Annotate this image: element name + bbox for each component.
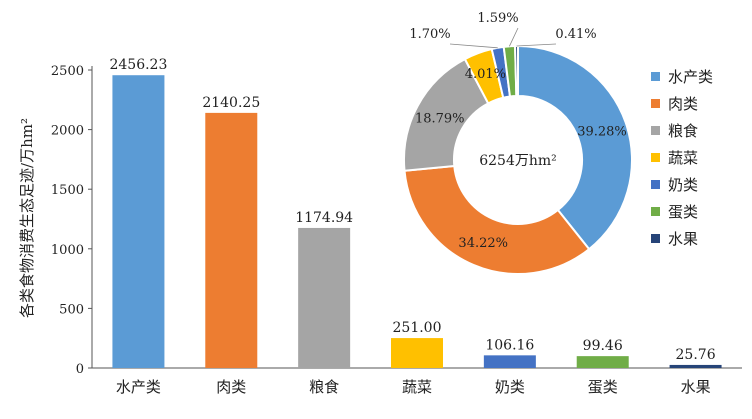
bar-chart: 各类食物消费生态足迹/万hm² 0 500 1000 1500 2000 2500 245… — [18, 57, 742, 396]
donut-slice-1 — [517, 44, 633, 251]
bar-value-label: 251.00 — [393, 320, 442, 336]
bar-3 — [298, 227, 351, 368]
legend-label: 肉类 — [668, 95, 698, 113]
x-category-label: 肉类 — [216, 378, 246, 396]
donut-slice-7 — [514, 44, 519, 98]
y-tick-label: 0 — [76, 362, 84, 377]
legend-swatch — [651, 207, 660, 216]
donut-percent-labels: 39.28% 34.22% 18.79% 4.01% 1.70% 1.59% 0.41% — [409, 11, 626, 251]
legend-swatch — [651, 153, 660, 162]
leader-line — [516, 43, 557, 47]
y-axis-ticks: 0 500 1000 1500 2000 2500 — [51, 64, 92, 377]
donut-percent-label: 1.59% — [477, 11, 518, 26]
donut-percent-label: 18.79% — [415, 112, 465, 127]
legend-swatch — [651, 234, 660, 243]
donut-slice-2 — [403, 164, 591, 275]
donut-percent-label: 34.22% — [458, 236, 508, 251]
x-category-label: 蔬菜 — [402, 378, 432, 396]
legend-swatch — [651, 180, 660, 189]
bar-value-label: 1174.94 — [295, 210, 353, 226]
x-category-label: 奶类 — [495, 378, 525, 396]
y-tick-label: 1500 — [51, 183, 84, 198]
bar-5 — [483, 355, 536, 368]
legend-label: 奶类 — [668, 176, 698, 194]
bar-value-label: 2140.25 — [202, 95, 260, 111]
x-category-label: 粮食 — [309, 378, 339, 396]
bar-value-label: 2456.23 — [109, 57, 167, 73]
donut-percent-label: 39.28% — [577, 125, 627, 140]
y-tick-label: 500 — [59, 302, 84, 317]
donut-percent-label: 1.70% — [409, 27, 450, 42]
y-tick-label: 2000 — [51, 124, 84, 139]
legend-label: 水果 — [668, 230, 698, 248]
y-tick-label: 1000 — [51, 243, 84, 258]
bar-value-labels: 2456.23 2140.25 1174.94 251.00 106.16 99.46 25… — [109, 57, 715, 363]
bar-4 — [391, 338, 443, 368]
bar-value-label: 25.76 — [676, 347, 716, 363]
y-axis-label: 各类食物消费生态足迹/万hm² — [18, 118, 36, 318]
bar-6 — [576, 356, 629, 368]
y-tick-label: 2500 — [51, 64, 84, 79]
bar-1 — [112, 75, 165, 369]
bar-7 — [669, 364, 722, 368]
bar-value-label: 99.46 — [583, 338, 623, 354]
legend-swatch — [651, 126, 660, 135]
x-category-label: 水果 — [681, 378, 711, 396]
donut-center-label: 6254万hm² — [479, 153, 557, 169]
donut-percent-label: 0.41% — [555, 27, 596, 42]
legend-swatch — [651, 99, 660, 108]
bar-value-label: 106.16 — [485, 337, 534, 353]
bar-series — [112, 75, 722, 369]
legend-label: 粮食 — [668, 122, 698, 140]
donut-chart: 39.28% 34.22% 18.79% 4.01% 1.70% 1.59% 0.41% 6… — [403, 11, 633, 275]
donut-percent-label: 4.01% — [465, 67, 506, 82]
legend-swatch — [651, 72, 660, 81]
legend-label: 蔬菜 — [668, 149, 698, 167]
bar-2 — [205, 112, 258, 368]
leader-line — [449, 43, 498, 49]
legend-label: 水产类 — [668, 68, 713, 86]
x-category-label: 水产类 — [116, 378, 161, 396]
legend-label: 蛋类 — [668, 203, 698, 221]
donut-slices — [403, 44, 633, 275]
x-axis-categories: 水产类 肉类 粮食 蔬菜 奶类 蛋类 水果 — [116, 378, 711, 396]
donut-leader-lines — [449, 27, 557, 49]
leader-line — [509, 27, 519, 47]
x-category-label: 蛋类 — [588, 378, 618, 396]
